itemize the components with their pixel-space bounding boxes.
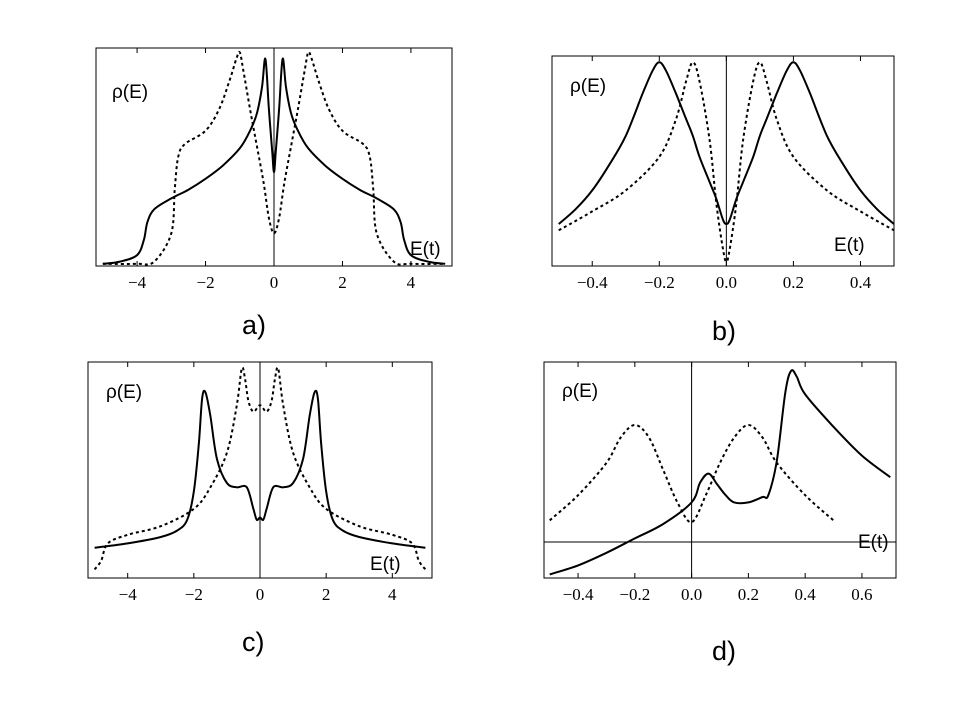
x-tick-label: 0.4 [850,273,872,292]
series-solid-line [94,389,426,549]
x-tick-label: 0.2 [738,585,759,604]
x-axis-label: E(t) [410,239,441,260]
x-tick-label: 0.0 [716,273,737,292]
series-dotted-line [93,366,427,571]
x-tick-label: 0.0 [681,585,702,604]
panel-c-marks: −4 −2 0 2 4 [93,362,427,604]
x-tick-label: −2 [196,273,214,292]
series-solid-line [102,57,446,265]
x-axis-label: E(t) [370,554,401,575]
plot-frame [551,55,895,267]
panel-d: −0.4 −0.2 0.0 0.2 0.4 0.6 ρ(E) E(t) d) [543,361,897,666]
series-solid-line [558,61,895,225]
x-tick-label: −4 [128,273,147,292]
panel-a: −4 −2 0 2 4 ρ(E) E(t) a) [95,47,453,340]
panel-caption: b) [712,316,736,346]
x-axis-label: E(t) [834,235,865,256]
panel-d-marks: −0.4 −0.2 0.0 0.2 0.4 0.6 [544,362,896,604]
panel-caption: c) [242,627,265,657]
panel-caption: d) [712,636,736,666]
y-axis-label: ρ(E) [106,382,142,403]
x-tick-label: 2 [338,273,347,292]
panel-b-marks: −0.4 −0.2 0.0 0.2 0.4 [558,56,895,292]
x-tick-label: 0 [256,585,265,604]
x-tick-label: 4 [388,585,397,604]
x-tick-label: 0.6 [851,585,872,604]
x-tick-label: 0.4 [795,585,817,604]
x-tick-label: −4 [119,585,138,604]
x-tick-label: −2 [185,585,203,604]
panel-b: −0.4 −0.2 0.0 0.2 0.4 ρ(E) E(t) b) [551,55,895,346]
x-tick-label: −0.4 [563,585,594,604]
series-dotted-line [102,50,446,266]
panel-caption: a) [242,310,266,340]
x-axis-label: E(t) [858,532,889,553]
x-tick-label: 0.2 [783,273,804,292]
series-solid-line [549,369,891,576]
y-axis-label: ρ(E) [562,381,598,402]
x-tick-label: 2 [322,585,331,604]
panel-a-marks: −4 −2 0 2 4 [102,48,446,292]
plot-frame [543,361,897,579]
x-tick-label: −0.2 [619,585,650,604]
y-axis-label: ρ(E) [570,76,606,97]
series-dotted-line [549,424,835,524]
y-axis-label: ρ(E) [112,82,148,103]
x-tick-label: −0.2 [644,273,675,292]
x-tick-label: 0 [270,273,279,292]
panel-c: −4 −2 0 2 4 ρ(E) E(t) c) [87,361,433,657]
x-tick-label: −0.4 [577,273,608,292]
x-tick-label: 4 [407,273,416,292]
